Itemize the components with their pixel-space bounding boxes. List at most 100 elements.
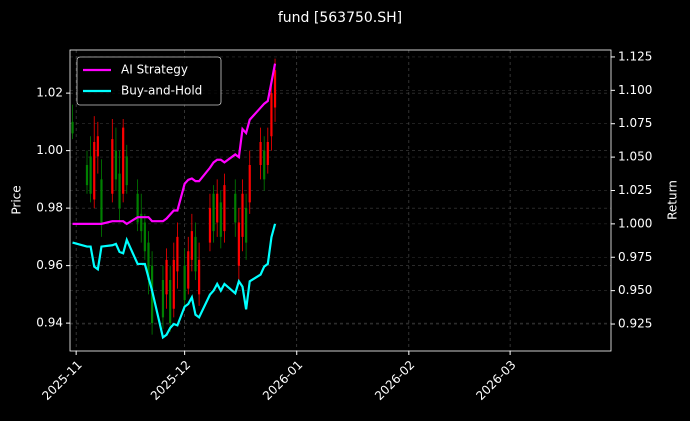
candle xyxy=(114,127,118,191)
candle-body xyxy=(212,193,215,232)
y-tick-label: 1.00 xyxy=(36,143,63,157)
candle xyxy=(212,185,215,243)
candle xyxy=(223,173,226,243)
series-line xyxy=(72,63,277,226)
candle-body xyxy=(161,279,165,318)
y2-tick-label: 1.000 xyxy=(618,216,652,230)
candle xyxy=(234,179,237,237)
candle xyxy=(190,213,193,272)
candle-body xyxy=(136,193,139,223)
y2-tick-label: 0.975 xyxy=(618,250,652,264)
y2-axis-label: Return xyxy=(666,180,680,220)
chart-title: fund [563750.SH] xyxy=(278,10,402,26)
candle-body xyxy=(263,150,266,180)
y2-tick-label: 1.100 xyxy=(618,83,652,97)
candle xyxy=(208,193,212,252)
candle xyxy=(165,248,168,309)
y2-tick-label: 1.025 xyxy=(618,183,652,197)
candle-body xyxy=(93,141,96,200)
y-axis-label: Price xyxy=(10,185,24,214)
candle xyxy=(143,213,146,260)
candle xyxy=(96,121,99,174)
y2-tick-label: 1.050 xyxy=(618,150,652,164)
candle-body xyxy=(245,208,248,243)
candle xyxy=(183,248,186,309)
y2-tick-label: 1.125 xyxy=(618,49,652,63)
candle-body xyxy=(273,70,277,108)
candle-body xyxy=(114,150,118,180)
candle-body xyxy=(85,164,89,186)
candle xyxy=(93,116,96,209)
candle xyxy=(248,150,251,214)
candle-body xyxy=(216,193,219,223)
candle-body xyxy=(234,193,237,223)
candle xyxy=(216,179,219,237)
candle-body xyxy=(208,208,212,243)
candle xyxy=(169,265,172,332)
candle-body xyxy=(270,93,273,137)
candle-body xyxy=(147,242,150,280)
candle-body xyxy=(266,141,269,165)
candle-body xyxy=(89,156,92,194)
candle-body xyxy=(165,259,168,295)
candle xyxy=(270,78,273,151)
y2-tick-label: 0.925 xyxy=(618,317,652,331)
candle-body xyxy=(111,139,114,194)
candle-body xyxy=(259,141,262,165)
candle xyxy=(122,118,125,203)
candle-body xyxy=(100,179,103,223)
candle-body xyxy=(241,193,244,237)
candle xyxy=(187,236,190,295)
candle-body xyxy=(194,236,197,272)
candle xyxy=(237,208,240,280)
candle xyxy=(118,150,121,223)
y-tick-label: 0.94 xyxy=(36,316,63,330)
candle xyxy=(147,231,150,295)
candle xyxy=(71,104,74,140)
candle xyxy=(136,179,139,232)
candle-body xyxy=(176,236,179,272)
candle-body xyxy=(125,156,128,186)
series-line xyxy=(72,223,277,340)
candle-body xyxy=(122,127,125,194)
candle xyxy=(194,222,197,280)
candle-body xyxy=(198,259,201,295)
candle xyxy=(241,179,244,252)
candle xyxy=(259,127,262,180)
candle xyxy=(263,136,266,191)
candle-body xyxy=(223,185,226,232)
candle-body xyxy=(172,259,175,309)
candle-body xyxy=(169,279,172,324)
candle xyxy=(245,193,248,260)
candle-body xyxy=(143,222,146,252)
y-tick-label: 0.96 xyxy=(36,258,63,272)
candle-body xyxy=(248,164,251,203)
candle xyxy=(172,242,175,318)
candle-body xyxy=(96,136,99,157)
y-tick-label: 0.98 xyxy=(36,201,63,215)
candle xyxy=(198,242,201,306)
candle-body xyxy=(71,121,74,134)
plot-frame xyxy=(69,49,612,352)
candle xyxy=(266,127,269,174)
candle xyxy=(161,265,165,329)
candle xyxy=(125,144,128,194)
candle-body xyxy=(140,213,143,232)
candle xyxy=(89,136,92,203)
candle-body xyxy=(187,251,190,289)
candle-body xyxy=(183,265,186,301)
legend-label: Buy-and-Hold xyxy=(121,84,202,98)
y-tick-label: 1.02 xyxy=(36,86,63,100)
legend-label: AI Strategy xyxy=(121,63,188,77)
candle xyxy=(85,150,89,194)
candle-body xyxy=(190,231,193,260)
candle-body xyxy=(219,202,222,237)
y2-tick-label: 0.950 xyxy=(618,283,652,297)
candle-body xyxy=(118,173,121,209)
candle xyxy=(176,222,179,289)
candle xyxy=(111,118,114,203)
candle-body xyxy=(237,222,240,266)
candle xyxy=(219,190,222,249)
legend-box xyxy=(76,56,222,106)
